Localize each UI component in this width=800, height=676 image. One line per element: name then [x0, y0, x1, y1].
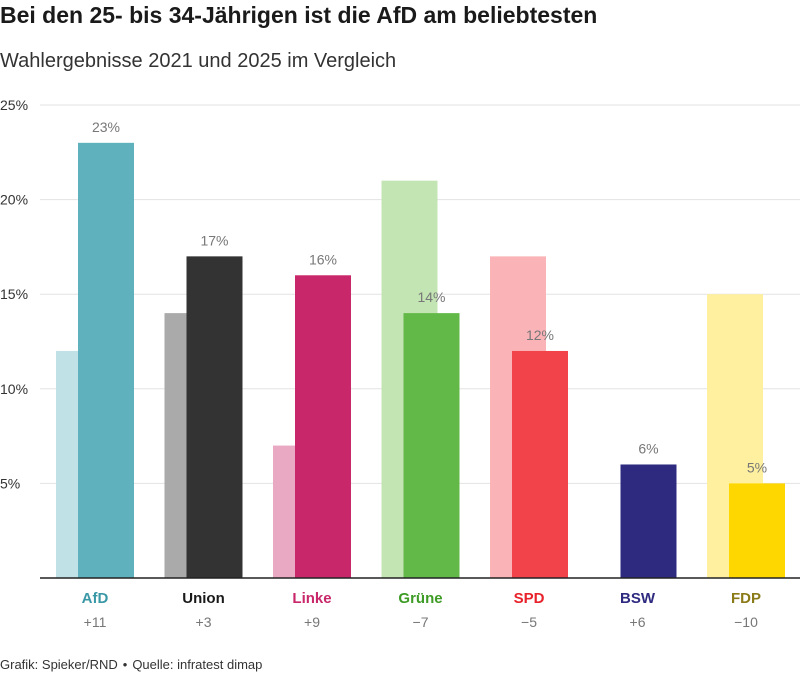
- data-label: 23%: [92, 119, 120, 135]
- category-label: AfD: [82, 590, 109, 607]
- bar-2025: [78, 142, 134, 578]
- y-tick-label: 25%: [0, 97, 28, 113]
- data-label: 12%: [526, 327, 554, 343]
- data-label: 17%: [200, 232, 228, 248]
- bar-chart: 5% 10% 15% 20% 25% 23% AfD +11 17% Union +3 16% Link…: [0, 97, 800, 630]
- change-label: −5: [521, 614, 537, 630]
- bar-2025: [512, 350, 568, 578]
- category-label: SPD: [514, 590, 545, 607]
- y-tick-label: 20%: [0, 192, 28, 208]
- change-label: +11: [84, 614, 107, 630]
- bar-2025: [403, 313, 460, 578]
- change-label: +3: [196, 614, 212, 630]
- data-label: 5%: [747, 459, 767, 475]
- chart-subtitle: Wahlergebnisse 2021 und 2025 im Vergleic…: [0, 50, 397, 72]
- y-tick-label: 15%: [0, 286, 28, 302]
- category-label: FDP: [731, 590, 761, 607]
- footer-source: Quelle: infratest dimap: [132, 657, 263, 672]
- category-label: Union: [182, 590, 225, 607]
- data-label: 6%: [638, 440, 658, 456]
- change-label: −10: [734, 614, 758, 630]
- data-label: 16%: [309, 251, 337, 267]
- change-label: −7: [413, 614, 429, 630]
- bar-2025: [620, 464, 677, 578]
- footer-credit: Grafik: Spieker/RND: [0, 657, 118, 672]
- y-tick-label: 10%: [0, 381, 28, 397]
- bar-2025: [186, 256, 243, 578]
- bar-2025: [729, 483, 785, 578]
- category-label: Linke: [292, 590, 331, 607]
- footer-separator: •: [122, 657, 128, 672]
- footer: Grafik: Spieker/RND • Quelle: infratest di…: [0, 657, 262, 672]
- change-label: +9: [304, 614, 320, 630]
- y-tick-label: 5%: [0, 475, 20, 491]
- category-label: BSW: [620, 590, 656, 607]
- bar-2025: [295, 275, 351, 578]
- category-label: Grüne: [398, 590, 442, 607]
- data-label: 14%: [417, 289, 445, 305]
- change-label: +6: [630, 614, 646, 630]
- chart-title: Bei den 25- bis 34-Jährigen ist die AfD …: [0, 2, 598, 28]
